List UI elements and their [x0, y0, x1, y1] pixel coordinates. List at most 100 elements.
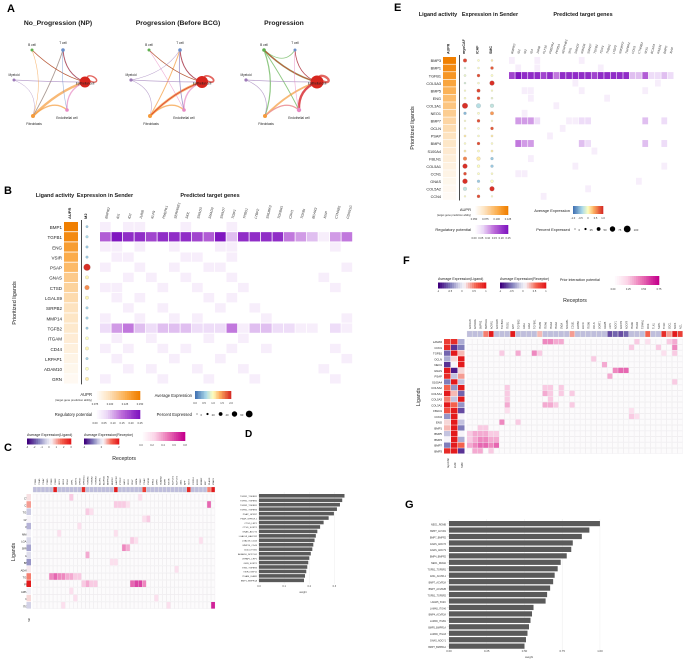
receptor-expression-cell [121, 486, 126, 493]
grid-cell [569, 442, 575, 448]
network-node-label: T cell [59, 41, 67, 45]
legend-receptor-expr-gradient [92, 438, 95, 445]
receptor-expression-cell [477, 330, 483, 338]
heatmap-cell [100, 323, 111, 333]
receptor-expression-cell [672, 330, 678, 338]
grid-cell [97, 594, 102, 602]
bar-label: LRPAP1_LRP1 [242, 557, 258, 560]
grid-cell [661, 361, 667, 368]
receptor-expression-cell [142, 486, 147, 493]
grid-cell [542, 419, 548, 425]
grid-cell [69, 544, 74, 552]
heatmap-cell [318, 364, 330, 374]
receptor-column-label: ITGB8 [55, 478, 57, 485]
legend-prior-gradient [645, 276, 648, 285]
grid-cell [628, 379, 635, 385]
legend-regulatory-gradient [111, 410, 115, 419]
grid-cell [211, 508, 216, 516]
grid-cell [531, 413, 537, 420]
ligand-expression-cell [458, 413, 465, 420]
grid-cell [166, 508, 171, 516]
grid-cell [166, 501, 171, 508]
grid-cell [126, 594, 131, 602]
grid-cell [130, 501, 135, 508]
grid-cell [596, 442, 602, 448]
legend-aupr-gradient [115, 391, 118, 400]
ligand-expression-cell [451, 436, 458, 443]
receptor-expression-cell [93, 486, 98, 493]
legend-aupr-gradient [95, 391, 98, 400]
ligand-expression-cell [458, 402, 465, 408]
grid-cell [93, 529, 98, 537]
receptor-expression-cell [537, 330, 543, 338]
grid-cell [504, 419, 510, 425]
sender-strip-label: SMC [460, 462, 464, 468]
network-node-label: Endothelial cell [173, 116, 195, 120]
bar [259, 547, 313, 551]
heatmap-cell [111, 282, 123, 293]
bar-label: BMP7_ACVR2B [429, 588, 447, 591]
grid-cell [142, 501, 147, 508]
heatmap-cell [307, 232, 318, 242]
receptor-column-label: ITGA5 [38, 478, 41, 485]
grid-cell [40, 558, 45, 566]
grid-cell [73, 522, 78, 530]
legend-aupr-gradient [96, 391, 100, 400]
grid-cell [672, 425, 678, 431]
grid-cell [162, 508, 167, 516]
grid-cell [601, 436, 608, 443]
heatmap-cell [100, 282, 111, 293]
ligand-expression-cell [458, 362, 465, 368]
network-self-loop [86, 75, 98, 83]
grid-cell [601, 350, 608, 356]
legend-receptor-expr-gradient [528, 282, 531, 289]
grid-cell [466, 425, 473, 431]
grid-cell [105, 537, 110, 544]
grid-cell [666, 436, 672, 443]
legend-expression-gradient [576, 206, 579, 214]
grid-cell [580, 367, 586, 374]
interaction-cell [612, 367, 618, 374]
grid-cell [146, 587, 151, 595]
network-plot: No_Progression (NP)B cell T cellMyeloidEp… [9, 20, 98, 126]
grid-cell [499, 396, 505, 402]
bar-label: TGFB1_TGFBR2 [240, 501, 258, 503]
legend-regulatory-gradient [136, 410, 139, 419]
grid-cell [580, 402, 586, 408]
grid-cell [623, 425, 629, 431]
grid-cell [601, 356, 608, 362]
grid-cell [53, 515, 58, 523]
ligand-expression-cell [26, 594, 31, 602]
receptor-column-label: ACVR2B [496, 319, 499, 329]
bar [259, 494, 345, 498]
grid-cell [69, 580, 74, 588]
grid-cell [77, 508, 82, 516]
ligand-row-label: OCLN [430, 127, 441, 131]
grid-cell [182, 501, 187, 508]
grid-cell [520, 419, 527, 425]
grid-cell [531, 390, 537, 397]
grid-cell [126, 529, 131, 537]
aupr-cell [64, 333, 78, 343]
grid-cell [618, 448, 624, 454]
grid-cell [73, 508, 78, 516]
grid-cell [81, 601, 86, 609]
heatmap-cell [572, 79, 579, 87]
bar-label: ENG_ACVRL1 [430, 575, 446, 578]
network-node-label: B cell [145, 43, 153, 47]
grid-cell [488, 390, 494, 397]
grid-cell [580, 356, 586, 362]
grid-cell [211, 573, 216, 580]
legend-receptor-expr-gradient [113, 438, 115, 445]
heatmap-cell [307, 323, 318, 333]
grid-cell [49, 537, 54, 544]
grid-cell [569, 448, 575, 454]
grid-cell [526, 344, 532, 351]
grid-cell [81, 594, 86, 602]
legend-regulatory-gradient [506, 225, 509, 234]
grid-cell [596, 350, 602, 356]
legend-prior-gradient [174, 432, 177, 441]
grid-cell [154, 573, 159, 580]
grid-cell [537, 338, 543, 345]
tick-label: 0.125 [505, 217, 512, 221]
